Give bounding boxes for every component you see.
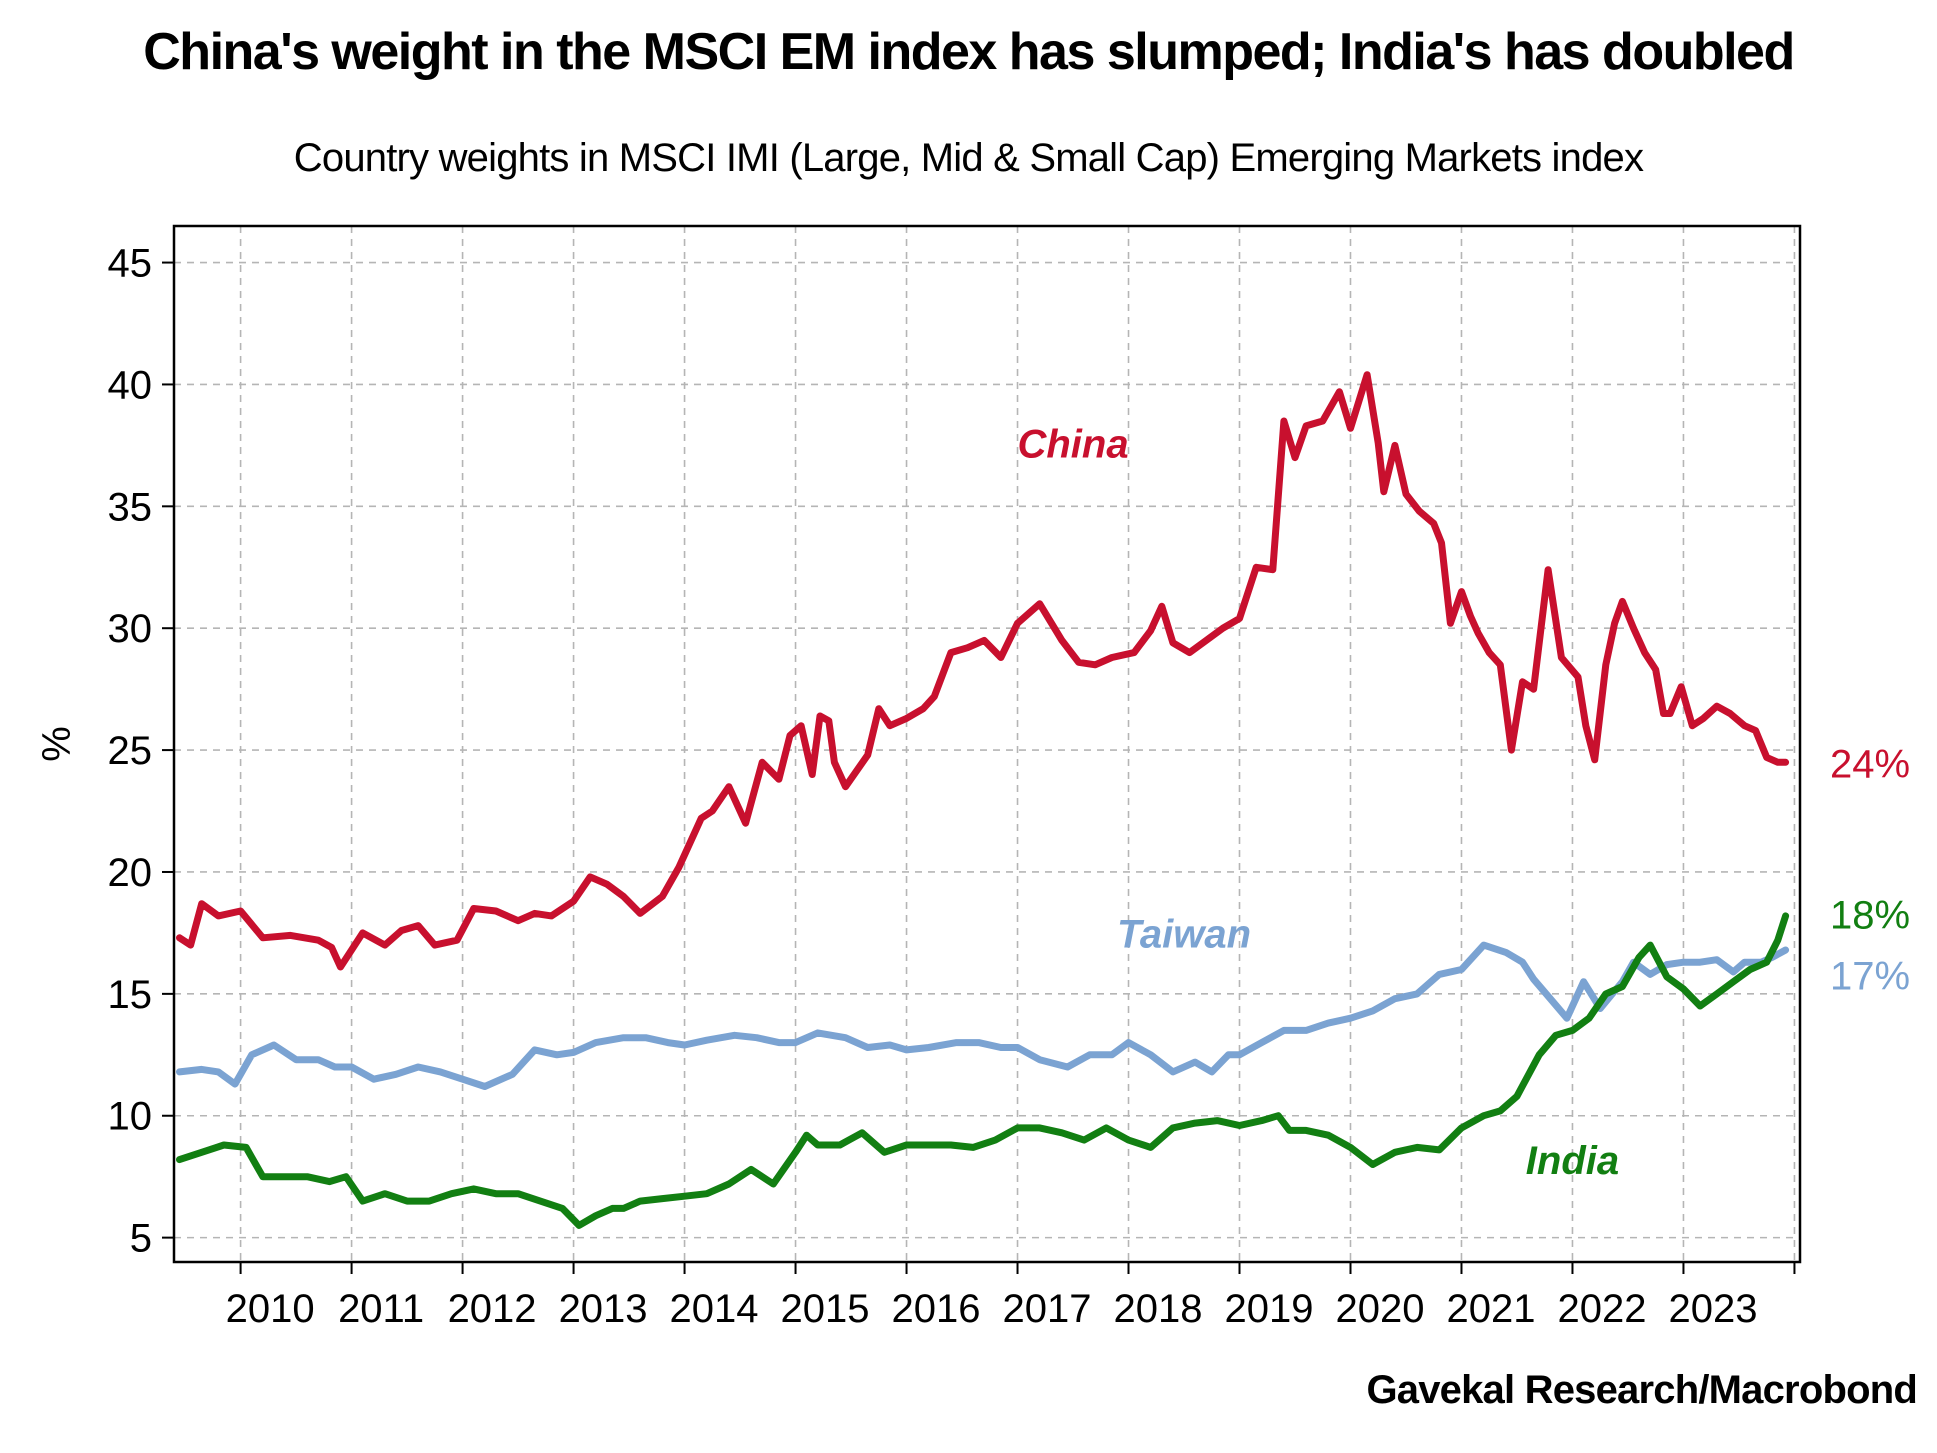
y-tick-label: 40 bbox=[108, 363, 153, 407]
series-labels: China 24% Taiwan 17% India 18% bbox=[1017, 423, 1910, 1184]
y-tick-label: 10 bbox=[108, 1095, 153, 1139]
plot-frame bbox=[172, 224, 1802, 1264]
series-label-china: China bbox=[1017, 423, 1128, 467]
end-value-label-china: 24% bbox=[1830, 742, 1910, 786]
x-tick-label: 2014 bbox=[670, 1287, 759, 1331]
source-credit: Gavekal Research/Macrobond bbox=[1366, 1368, 1917, 1412]
x-tick-label: 2013 bbox=[559, 1287, 648, 1331]
y-tick-label: 35 bbox=[108, 485, 153, 529]
chart-subtitle: Country weights in MSCI IMI (Large, Mid … bbox=[293, 136, 1644, 180]
series-line-india bbox=[176, 912, 1790, 1229]
y-tick-label: 15 bbox=[108, 973, 153, 1017]
series-label-taiwan: Taiwan bbox=[1117, 913, 1251, 957]
end-value-label-taiwan: 17% bbox=[1830, 954, 1910, 998]
x-tick-label: 2022 bbox=[1557, 1287, 1646, 1331]
y-tick-label: 30 bbox=[108, 607, 153, 651]
series-line-china bbox=[176, 371, 1790, 971]
x-tick-label: 2012 bbox=[448, 1287, 537, 1331]
x-tick-label: 2021 bbox=[1446, 1287, 1535, 1331]
axes: 5 10 15 20 25 30 35 40 45 2010 2011 2012 2013 2014 201… bbox=[108, 242, 1796, 1331]
x-tick-label: 2016 bbox=[892, 1287, 981, 1331]
x-tick-label: 2010 bbox=[226, 1287, 315, 1331]
y-tick-label: 20 bbox=[108, 851, 153, 895]
chart-title: China's weight in the MSCI EM index has … bbox=[143, 23, 1795, 81]
y-tick-label: 5 bbox=[130, 1217, 152, 1261]
y-tick-label: 25 bbox=[108, 729, 153, 773]
series-lines bbox=[176, 371, 1790, 1229]
series-label-india: India bbox=[1526, 1139, 1619, 1183]
end-value-label-india: 18% bbox=[1830, 893, 1910, 937]
x-tick-label: 2018 bbox=[1114, 1287, 1203, 1331]
x-tick-label: 2019 bbox=[1225, 1287, 1314, 1331]
x-tick-label: 2020 bbox=[1335, 1287, 1424, 1331]
x-tick-label: 2011 bbox=[338, 1287, 424, 1331]
y-axis-title: % bbox=[35, 726, 79, 762]
x-tick-label: 2017 bbox=[1003, 1287, 1092, 1331]
x-tick-label: 2015 bbox=[781, 1287, 870, 1331]
gridlines bbox=[174, 226, 1800, 1262]
series-line-taiwan bbox=[176, 941, 1790, 1090]
x-tick-label: 2023 bbox=[1668, 1287, 1757, 1331]
y-tick-label: 45 bbox=[108, 242, 153, 286]
